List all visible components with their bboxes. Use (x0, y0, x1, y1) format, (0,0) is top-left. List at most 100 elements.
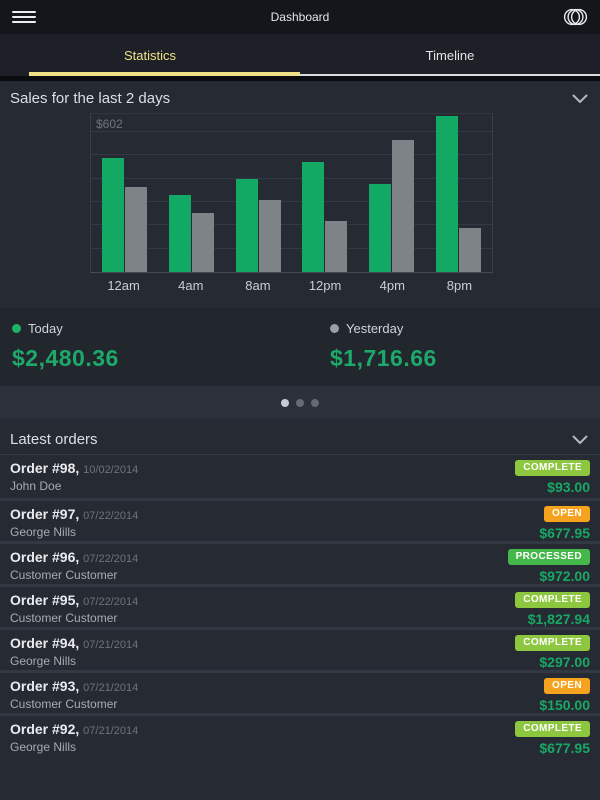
tab-statistics[interactable]: Statistics (0, 34, 300, 76)
order-id: Order #94, (10, 635, 80, 651)
x-tick-label: 12pm (308, 278, 342, 293)
tab-timeline[interactable]: Timeline (300, 34, 600, 76)
gridline (91, 154, 492, 156)
tab-timeline-label: Timeline (425, 47, 475, 63)
yesterday-total: $1,716.66 (330, 345, 437, 371)
order-row[interactable]: Order #92, 07/21/2014 George Nills COMPL… (0, 713, 600, 756)
yesterday-dot-icon (330, 324, 339, 333)
bar-yesterday-12am (124, 187, 147, 272)
bar-yesterday-8am (258, 199, 281, 272)
order-amount: $150.00 (539, 697, 590, 713)
status-badge: COMPLETE (515, 635, 590, 651)
order-id: Order #93, (10, 678, 80, 694)
order-id: Order #97, (10, 506, 80, 522)
gridline (91, 247, 492, 249)
order-amount: $1,827.94 (527, 611, 590, 627)
order-amount: $677.95 (539, 525, 590, 541)
x-tick-label: 4am (178, 278, 204, 293)
bar-today-12am (101, 158, 124, 272)
order-customer: George Nills (10, 654, 77, 668)
order-date: 07/21/2014 (83, 725, 139, 737)
sales-section: Sales for the last 2 days $602 12am 4am 8a… (0, 81, 600, 301)
x-tick-label: 8am (245, 278, 271, 293)
pagination-dot[interactable] (281, 398, 289, 407)
x-tick-label: 8pm (446, 278, 473, 293)
order-customer: George Nills (10, 740, 77, 754)
orders-section-title: Latest orders (10, 431, 98, 448)
status-badge: PROCESSED (507, 549, 590, 565)
order-date: 07/21/2014 (83, 639, 139, 651)
order-customer: Customer Customer (10, 611, 118, 625)
order-id: Order #96, (10, 549, 80, 565)
chevron-down-icon[interactable] (572, 93, 588, 104)
legend-today-label: Today (28, 321, 63, 336)
gridline (91, 131, 492, 133)
bar-group-8pm (425, 114, 492, 272)
legend-yesterday-label: Yesterday (346, 321, 404, 336)
legend-today: Today $2,480.36 (0, 321, 300, 372)
order-row[interactable]: Order #93, 07/21/2014 Customer Customer … (0, 670, 600, 713)
order-date: 07/22/2014 (83, 510, 139, 522)
x-tick-label: 4pm (379, 278, 405, 293)
order-row[interactable]: Order #98, 10/02/2014 John Doe COMPLETE … (0, 455, 600, 498)
order-id: Order #95, (10, 592, 80, 608)
bar-today-4pm (369, 183, 392, 272)
order-amount: $297.00 (539, 654, 590, 670)
gridline (91, 224, 492, 226)
bar-group-12am (91, 114, 158, 272)
today-dot-icon (12, 324, 21, 333)
x-axis-labels: 12am 4am 8am 12pm 4pm 8pm (90, 273, 493, 293)
bar-today-8pm (436, 116, 459, 272)
order-row[interactable]: Order #95, 07/22/2014 Customer Customer … (0, 584, 600, 627)
order-date: 07/21/2014 (83, 682, 139, 694)
status-badge: OPEN (544, 678, 590, 694)
bar-today-12pm (302, 161, 325, 272)
today-total: $2,480.36 (12, 345, 119, 371)
overlapping-circles-icon[interactable] (560, 6, 588, 28)
chart-legend: Today $2,480.36 Yesterday $1,716.66 (0, 308, 600, 386)
bar-group-8am (225, 114, 292, 272)
y-axis-max-label: $602 (96, 116, 123, 131)
bar-group-4am (158, 114, 225, 272)
order-amount: $972.00 (539, 568, 590, 584)
pagination-dot[interactable] (296, 398, 304, 407)
order-row[interactable]: Order #94, 07/21/2014 George Nills COMPL… (0, 627, 600, 670)
bar-group-12pm (291, 114, 358, 272)
bar-today-4am (168, 195, 191, 272)
top-bar: Dashboard (0, 0, 600, 34)
sales-chart: $602 12am 4am 8am 12pm 4pm 8pm (0, 113, 600, 301)
chevron-down-icon[interactable] (572, 434, 588, 445)
pagination-dot[interactable] (311, 398, 319, 407)
bar-today-8am (235, 179, 258, 272)
orders-section: Latest orders Order #98, 10/02/2014 John… (0, 419, 600, 756)
order-amount: $677.95 (539, 740, 590, 756)
tab-bar: Statistics Timeline (0, 34, 600, 76)
order-date: 10/02/2014 (83, 464, 139, 476)
bar-yesterday-4pm (392, 139, 415, 272)
order-date: 07/22/2014 (83, 553, 139, 565)
status-badge: COMPLETE (515, 592, 590, 608)
order-customer: Customer Customer (10, 568, 118, 582)
order-row[interactable]: Order #97, 07/22/2014 George Nills OPEN … (0, 498, 600, 541)
page-title: Dashboard (270, 10, 330, 24)
x-tick-label: 12am (107, 278, 140, 293)
sales-section-title: Sales for the last 2 days (10, 90, 171, 107)
menu-icon[interactable] (12, 6, 36, 28)
order-customer: John Doe (10, 479, 62, 493)
tab-statistics-label: Statistics (123, 47, 176, 63)
orders-list: Order #98, 10/02/2014 John Doe COMPLETE … (0, 454, 600, 756)
order-amount: $93.00 (547, 479, 590, 495)
tab-divider (0, 76, 600, 81)
order-date: 07/22/2014 (83, 596, 139, 608)
order-row[interactable]: Order #96, 07/22/2014 Customer Customer … (0, 541, 600, 584)
bar-yesterday-8pm (459, 227, 482, 272)
bar-yesterday-12pm (325, 220, 348, 272)
order-customer: Customer Customer (10, 697, 118, 711)
pagination-dots (0, 386, 600, 419)
gridline (91, 201, 492, 203)
gridline (91, 177, 492, 179)
status-badge: COMPLETE (515, 721, 590, 737)
chart-plot-area: $602 (90, 113, 493, 273)
bar-group-4pm (358, 114, 425, 272)
